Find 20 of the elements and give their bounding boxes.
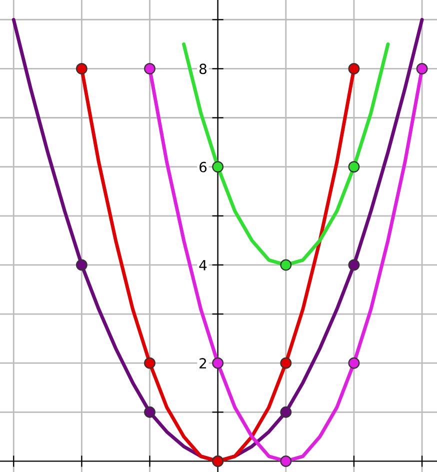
point [212,357,224,369]
point [348,259,360,271]
point [348,62,360,74]
point [76,259,88,271]
point [76,62,88,74]
y-tick-label: 6 [200,162,207,172]
point [280,406,292,418]
y-tick-label: 8 [200,64,206,74]
point [280,259,292,271]
point [416,62,428,74]
point [348,357,360,369]
point [144,62,156,74]
point [280,357,292,369]
point [144,406,156,418]
point [144,357,156,369]
y-tick-label: 4 [199,260,207,270]
point [280,456,292,467]
point [348,161,360,173]
y-tick-label: 2 [200,358,206,368]
point [212,161,224,173]
